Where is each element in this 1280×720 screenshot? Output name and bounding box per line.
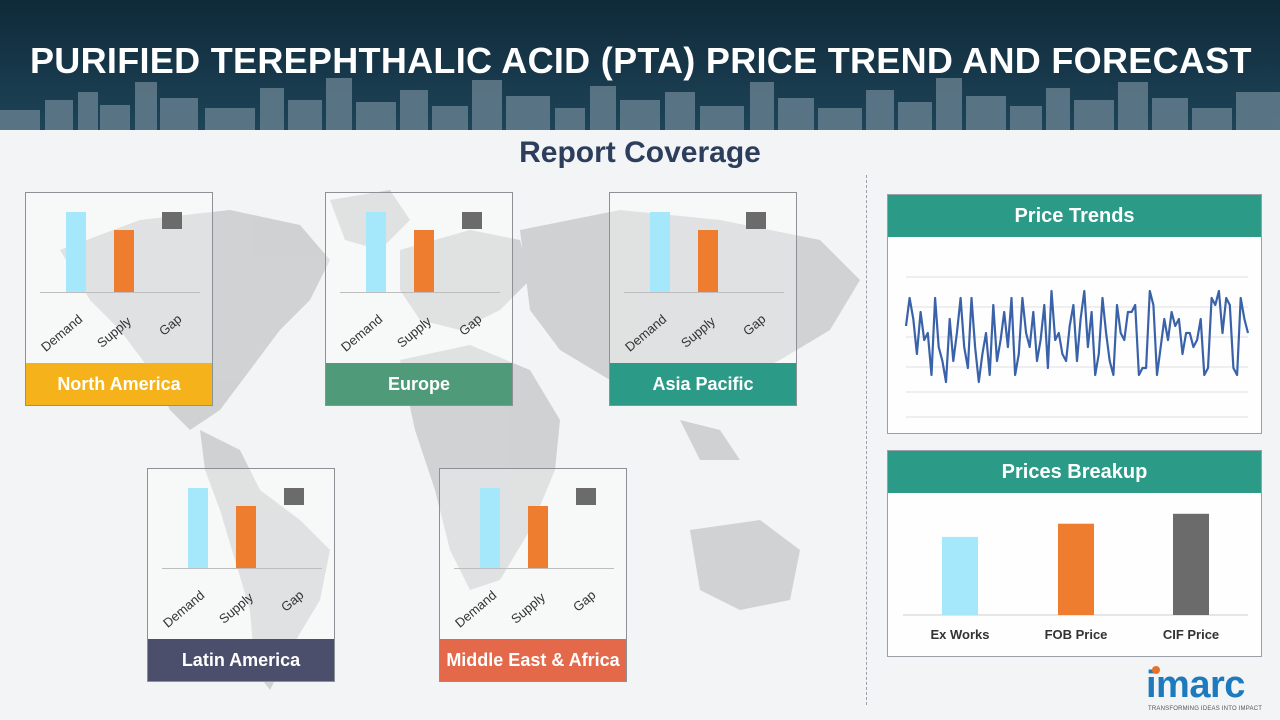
logo-tagline: TRANSFORMING IDEAS INTO IMPACT <box>1148 706 1263 712</box>
demand-bar <box>66 212 86 292</box>
supply-label: Supply <box>94 313 135 351</box>
prices-breakup-bar-chart: Ex Works FOB Price CIF Price <box>903 513 1248 642</box>
region-card-europe: Demand Supply Gap Europe <box>325 192 513 406</box>
gap-label: Gap <box>740 311 769 339</box>
gap-marker <box>576 488 596 505</box>
supply-bar <box>414 229 434 292</box>
region-card-middle-east-africa: Demand Supply Gap Middle East & Africa <box>439 468 627 682</box>
breakup-bar-ex-works <box>942 536 978 615</box>
region-name: Asia Pacific <box>610 363 796 405</box>
breakup-category-label: CIF Price <box>1163 627 1219 642</box>
demand-bar <box>650 212 670 292</box>
region-card-latin-america: Demand Supply Gap Latin America <box>147 468 335 682</box>
chart-baseline <box>454 568 614 569</box>
region-chart: Demand Supply Gap <box>610 193 796 363</box>
price-trends-panel: Price Trends <box>887 194 1262 434</box>
demand-bar <box>188 488 208 568</box>
chart-baseline <box>624 292 784 293</box>
gap-marker <box>462 212 482 229</box>
gap-label: Gap <box>156 311 185 339</box>
supply-label: Supply <box>216 589 257 627</box>
region-card-asia-pacific: Demand Supply Gap Asia Pacific <box>609 192 797 406</box>
chart-baseline <box>162 568 322 569</box>
demand-label: Demand <box>452 587 500 631</box>
price-trends-title: Price Trends <box>888 195 1261 237</box>
page-title: PURIFIED TEREPHTHALIC ACID (PTA) PRICE T… <box>30 40 1252 81</box>
price-trends-line-chart <box>904 276 1250 418</box>
demand-label: Demand <box>622 311 670 355</box>
demand-bar <box>366 212 386 292</box>
region-chart: Demand Supply Gap <box>326 193 512 363</box>
demand-label: Demand <box>38 311 86 355</box>
region-chart: Demand Supply Gap <box>26 193 212 363</box>
region-chart: Demand Supply Gap <box>148 469 334 639</box>
price-trend-series-line <box>904 289 1250 384</box>
demand-label: Demand <box>160 587 208 631</box>
prices-breakup-panel: Prices Breakup Ex Works FOB Price CIF Pric… <box>887 450 1262 657</box>
imarc-logo: imarc TRANSFORMING IDEAS INTO IMPACT <box>1146 664 1274 716</box>
city-skyline-graphic <box>0 78 1280 130</box>
logo-wordmark: imarc <box>1146 664 1245 706</box>
gap-label: Gap <box>570 587 599 615</box>
breakup-bar-fob-price <box>1058 523 1094 615</box>
region-chart: Demand Supply Gap <box>440 469 626 639</box>
gap-label: Gap <box>278 587 307 615</box>
region-name: North America <box>26 363 212 405</box>
demand-label: Demand <box>338 311 386 355</box>
breakup-category-label: Ex Works <box>930 627 989 642</box>
supply-bar <box>698 229 718 292</box>
prices-breakup-title: Prices Breakup <box>888 451 1261 493</box>
region-card-north-america: Demand Supply Gap North America <box>25 192 213 406</box>
gap-marker <box>284 488 304 505</box>
section-title: Report Coverage <box>519 136 761 169</box>
supply-bar <box>114 229 134 292</box>
supply-label: Supply <box>678 313 719 351</box>
region-name: Europe <box>326 363 512 405</box>
breakup-bar-cif-price <box>1173 513 1209 615</box>
breakup-category-label: FOB Price <box>1045 627 1108 642</box>
supply-label: Supply <box>508 589 549 627</box>
gap-marker <box>162 212 182 229</box>
header-banner: PURIFIED TEREPHTHALIC ACID (PTA) PRICE T… <box>0 0 1280 130</box>
region-name: Latin America <box>148 639 334 681</box>
gap-label: Gap <box>456 311 485 339</box>
supply-label: Supply <box>394 313 435 351</box>
chart-baseline <box>340 292 500 293</box>
supply-bar <box>528 505 548 568</box>
supply-bar <box>236 505 256 568</box>
logo-dot <box>1152 666 1160 674</box>
vertical-divider <box>866 175 867 705</box>
region-name: Middle East & Africa <box>440 639 626 681</box>
chart-baseline <box>40 292 200 293</box>
demand-bar <box>480 488 500 568</box>
gap-marker <box>746 212 766 229</box>
